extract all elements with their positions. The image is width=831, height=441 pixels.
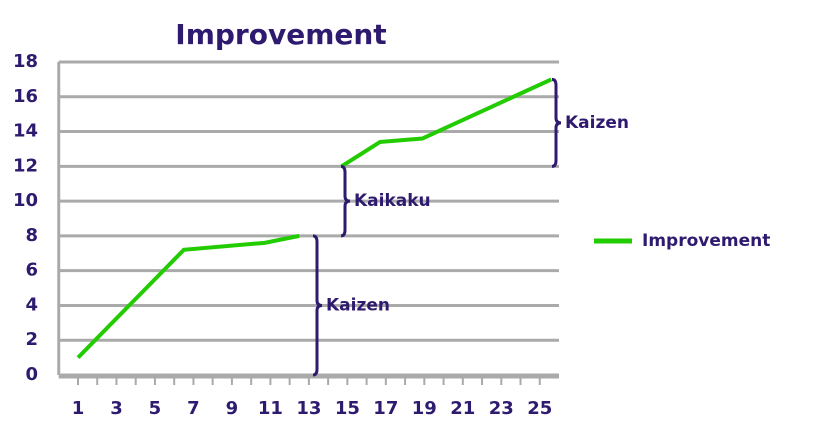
brace [340,164,351,238]
legend-label: Improvement [642,231,770,251]
y-tick-label: 10 [13,190,38,211]
y-tick-label: 6 [25,260,38,281]
y-tick-label: 12 [13,155,38,176]
chart-title: Improvement [175,18,386,51]
x-tick-label: 5 [149,398,162,419]
x-tick-label: 9 [226,398,239,419]
x-tick-label: 11 [258,398,283,419]
annotation: Kaizen [565,113,629,133]
y-tick-label: 0 [25,364,38,385]
y-tick-label: 8 [25,225,38,246]
x-tick-label: 23 [489,398,514,419]
y-tick-label: 4 [25,294,38,315]
x-tick-label: 3 [110,398,123,419]
brace [312,234,323,377]
y-tick-label: 2 [25,329,38,350]
x-tick-label: 15 [335,398,360,419]
x-tick-label: 25 [527,398,552,419]
x-tick-label: 19 [412,398,437,419]
brace [551,77,562,168]
x-tick-label: 7 [187,398,200,419]
y-tick-label: 16 [13,86,38,107]
y-tick-label: 18 [13,51,38,72]
annotation: Kaikaku [354,191,431,211]
x-tick-label: 1 [72,398,85,419]
x-tick-label: 13 [296,398,321,419]
x-tick-label: 21 [450,398,475,419]
y-tick-label: 14 [13,121,38,142]
x-tick-label: 17 [373,398,398,419]
annotation: Kaizen [326,295,390,315]
line [76,77,553,360]
